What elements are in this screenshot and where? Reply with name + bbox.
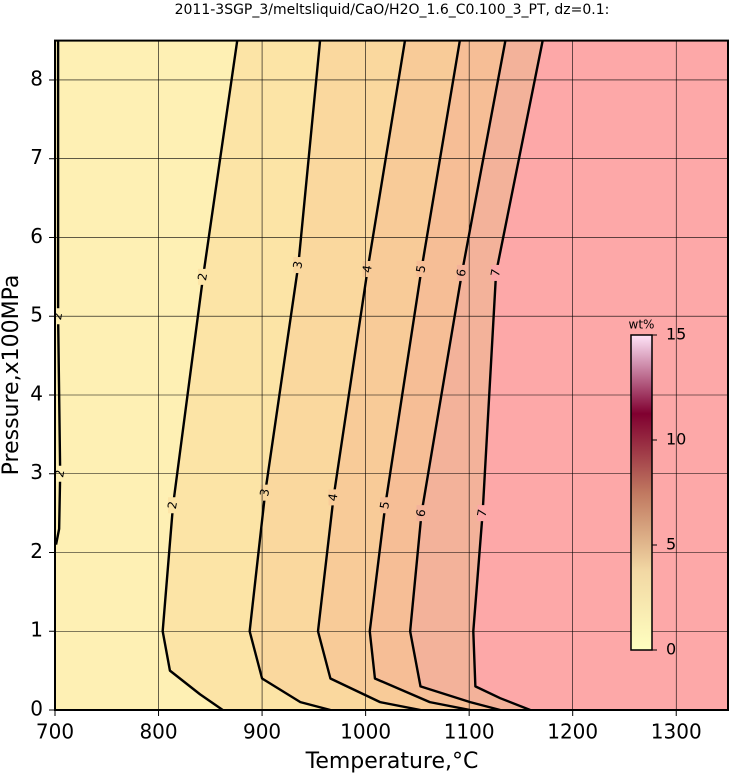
x-tick-label: 1100 [444,720,495,744]
contour-fill [317,40,471,711]
x-tick-label: 1000 [340,720,391,744]
contour-label: 2 [195,272,210,282]
contour-fill [249,40,421,711]
colorbar-tick-label: 0 [666,640,676,659]
contour-label-bg [491,264,502,281]
y-tick-label: 0 [30,697,43,721]
x-tick-label: 1200 [547,720,598,744]
x-tick-label: 900 [243,720,281,744]
contour-label-bg [477,505,488,522]
x-axis-label: Temperature,°C [305,749,479,774]
contour-label: 7 [475,508,490,518]
y-tick-label: 3 [30,460,43,484]
contour-label: 3 [290,260,305,270]
y-tick-label: 2 [30,539,43,563]
contour-label: 4 [325,492,340,502]
contour-label-bg [456,264,467,281]
colorbar-tick-label: 5 [666,535,676,554]
contour-label: 5 [413,264,428,274]
x-tick-label: 800 [139,720,177,744]
contour-label: 2 [165,500,180,510]
contour-label-bg [416,505,427,522]
y-tick-label: 8 [30,66,43,90]
contour-label: 3 [257,488,272,498]
contour-label-bg [416,260,427,277]
colorbar-tick-label: 10 [666,430,686,449]
y-tick-label: 5 [30,303,43,327]
contour-label-bg [328,489,339,506]
x-tick-label: 700 [36,720,74,744]
plot-frame [54,39,729,712]
y-tick-label: 7 [30,145,43,169]
colorbar-tick-label: 15 [666,325,686,344]
chart-title: 2011-3SGP_3/meltsliquid/CaO/H2O_1.6_C0.1… [175,2,610,18]
y-tick-label: 4 [30,381,43,405]
contour-label-bg [198,268,209,285]
x-tick-label: 1300 [651,720,702,744]
contour-fill [410,40,543,711]
contour-label-bg [362,260,373,277]
contour-label: 6 [413,508,428,518]
contour-label: 6 [454,268,469,278]
contour-label-bg [380,497,391,514]
y-axis-label: Pressure,x100MPa [0,275,24,476]
y-tick-label: 6 [30,224,43,248]
colorbar [630,334,653,651]
y-tick-label: 1 [30,618,43,642]
contour-label-bg [260,484,271,501]
contour-label-bg [293,257,304,274]
contour-fill [162,40,331,711]
colorbar-label: wt% [629,318,655,332]
contour-fill [369,40,506,711]
contour-label: 4 [360,264,375,274]
contour-label: 7 [488,268,503,278]
contour-fill [473,40,728,711]
contour-label: 5 [377,500,392,510]
contour-label-bg [168,497,179,514]
